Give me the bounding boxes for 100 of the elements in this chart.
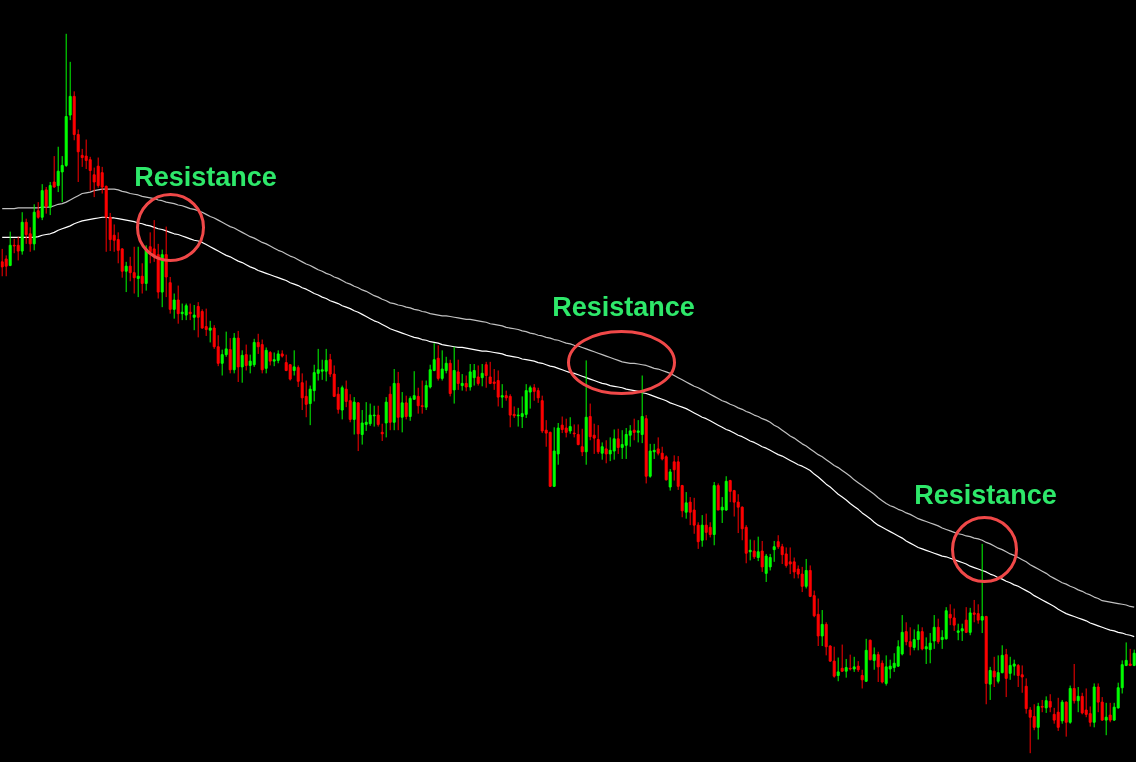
candlestick — [312, 364, 316, 402]
candlestick — [368, 403, 372, 427]
candlestick — [420, 380, 424, 415]
candlestick — [484, 361, 488, 389]
candlestick — [132, 246, 136, 294]
annotation: Resistance — [914, 479, 1057, 510]
candlestick — [1028, 706, 1032, 754]
candlestick — [792, 557, 796, 579]
candlestick — [456, 359, 460, 391]
candlestick — [1004, 648, 1008, 698]
candlestick — [68, 61, 72, 121]
candlestick — [1036, 702, 1040, 741]
candlestick — [0, 248, 4, 277]
candlestick — [384, 396, 388, 438]
candlestick — [836, 657, 840, 682]
candlestick — [376, 405, 380, 428]
candlestick — [664, 454, 668, 482]
candlestick — [416, 387, 420, 415]
candlestick — [832, 646, 836, 679]
candlestick — [968, 607, 972, 636]
candlestick — [624, 427, 628, 460]
candlestick — [164, 226, 168, 298]
candlestick — [1064, 700, 1068, 738]
candlestick — [952, 608, 956, 632]
candlestick — [1008, 656, 1012, 681]
candlestick — [472, 363, 476, 387]
candlestick — [760, 540, 764, 573]
candlestick — [516, 407, 520, 428]
candlestick — [1032, 703, 1036, 731]
candlestick — [632, 418, 636, 441]
candlestick — [912, 628, 916, 651]
candlestick — [872, 646, 876, 671]
candlestick — [884, 654, 888, 687]
candlestick — [476, 364, 480, 387]
candlestick — [500, 383, 504, 409]
candlestick — [904, 621, 908, 646]
candlestick — [980, 543, 984, 634]
candlestick — [860, 669, 864, 689]
candlestick — [240, 349, 244, 384]
candlestick — [292, 349, 296, 377]
candlestick — [640, 375, 644, 444]
candlestick — [928, 632, 932, 664]
candlestick — [1020, 664, 1024, 694]
candlestick — [304, 380, 308, 418]
candlestick — [628, 424, 632, 448]
candlestick — [200, 308, 204, 330]
candlestick — [908, 626, 912, 656]
candlestick — [816, 598, 820, 647]
candlestick — [264, 346, 268, 374]
candlestick — [840, 644, 844, 673]
candlestick — [96, 157, 100, 189]
candlestick — [88, 156, 92, 192]
candlestick — [700, 514, 704, 548]
candlestick — [8, 231, 12, 267]
candlestick — [468, 363, 472, 392]
candlestick — [340, 385, 344, 420]
candlestick — [964, 606, 968, 634]
candlestick — [580, 428, 584, 457]
candlestick — [196, 301, 200, 338]
candlestick — [688, 496, 692, 526]
candlestick — [300, 372, 304, 411]
candlestick — [684, 491, 688, 520]
candlestick — [208, 320, 212, 343]
candlestick — [348, 393, 352, 423]
candlestick — [140, 262, 144, 294]
candlestick — [608, 436, 612, 462]
candlestick — [56, 146, 60, 193]
candlestick — [452, 346, 456, 405]
candlestick — [364, 401, 368, 432]
candlestick — [1024, 677, 1028, 715]
candlestick — [784, 546, 788, 569]
candlestick — [92, 167, 96, 198]
candlestick — [1060, 699, 1064, 725]
candlestick — [408, 395, 412, 422]
candlestick — [704, 513, 708, 541]
candlestick — [1076, 686, 1080, 713]
candlestick — [1016, 663, 1020, 688]
candlestick — [1108, 702, 1112, 723]
candlestick — [352, 396, 356, 436]
candlestick — [596, 424, 600, 455]
candlestick — [756, 536, 760, 562]
candlestick — [752, 539, 756, 560]
candlestick — [996, 654, 1000, 684]
candlestick — [16, 236, 20, 261]
annotation: Resistance — [552, 291, 695, 322]
candlestick — [588, 403, 592, 441]
candlestick — [612, 428, 616, 461]
candlestick — [244, 344, 248, 371]
candlestick — [204, 308, 208, 337]
candlestick — [496, 369, 500, 407]
candlestick — [524, 383, 528, 419]
candlestick — [692, 497, 696, 535]
candlestick — [1088, 705, 1092, 728]
candlestick — [1056, 697, 1060, 732]
candlestick — [136, 246, 140, 298]
candlestick — [128, 256, 132, 282]
candlestick — [748, 539, 752, 561]
candlestick — [936, 618, 940, 645]
candlestick — [564, 418, 568, 438]
candlestick — [404, 395, 408, 420]
